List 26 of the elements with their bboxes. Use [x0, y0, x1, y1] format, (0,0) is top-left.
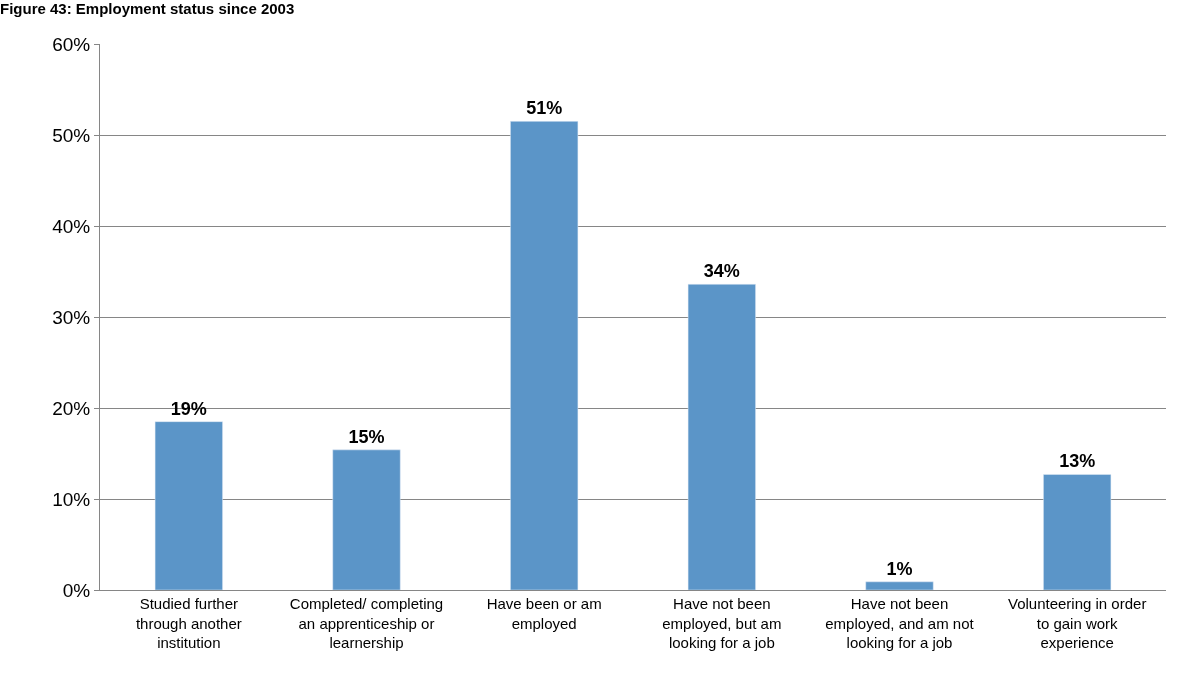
y-tick-label: 10% — [52, 488, 91, 510]
y-tick-label: 0% — [62, 579, 91, 601]
data-label: 19% — [170, 398, 207, 419]
y-tick-label: 20% — [52, 397, 91, 419]
bar — [154, 421, 223, 590]
data-label: 1% — [886, 558, 913, 579]
data-label: 15% — [348, 426, 385, 447]
bar — [510, 121, 579, 590]
y-tick-label: 40% — [52, 215, 91, 237]
x-tick-label: Studied further through another institution — [135, 595, 242, 651]
y-tick-label: 60% — [52, 33, 91, 55]
data-label: 13% — [1059, 451, 1096, 472]
x-tick-label: Have been or am employed — [486, 595, 602, 632]
x-tick-label: Completed/ completing an apprenticeship or learnership — [289, 595, 444, 651]
data-label: 51% — [526, 98, 563, 119]
bar — [865, 581, 934, 590]
y-tick-label: 50% — [52, 124, 91, 146]
y-tick-label: 30% — [52, 306, 91, 328]
data-label: 34% — [703, 261, 740, 282]
x-tick-label: Volunteering in order to gain work experience — [1007, 595, 1147, 651]
bar — [687, 283, 756, 590]
bar — [1043, 474, 1112, 590]
chart-title: Figure 43: Employment status since 2003 — [0, 0, 295, 17]
x-tick-label: Have not been employed, but am looking for a job — [662, 595, 782, 651]
x-tick-label: Have not been employed, and am not looking for a job — [825, 595, 975, 651]
bar — [332, 449, 401, 590]
